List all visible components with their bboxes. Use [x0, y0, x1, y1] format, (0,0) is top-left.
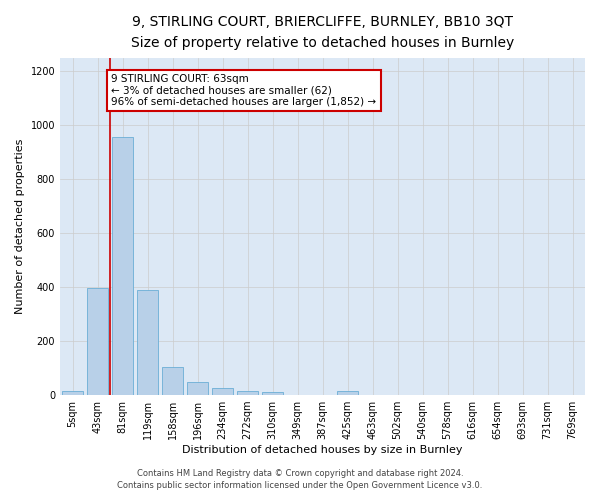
- Text: Contains HM Land Registry data © Crown copyright and database right 2024.
Contai: Contains HM Land Registry data © Crown c…: [118, 468, 482, 490]
- Bar: [187, 382, 208, 395]
- Title: 9, STIRLING COURT, BRIERCLIFFE, BURNLEY, BB10 3QT
Size of property relative to d: 9, STIRLING COURT, BRIERCLIFFE, BURNLEY,…: [131, 15, 514, 50]
- Bar: [162, 366, 183, 395]
- Bar: [237, 391, 258, 395]
- Bar: [337, 391, 358, 395]
- Bar: [62, 391, 83, 395]
- Bar: [87, 288, 108, 395]
- Bar: [112, 138, 133, 395]
- Y-axis label: Number of detached properties: Number of detached properties: [15, 138, 25, 314]
- X-axis label: Distribution of detached houses by size in Burnley: Distribution of detached houses by size …: [182, 445, 463, 455]
- Bar: [262, 392, 283, 395]
- Bar: [212, 388, 233, 395]
- Text: 9 STIRLING COURT: 63sqm
← 3% of detached houses are smaller (62)
96% of semi-det: 9 STIRLING COURT: 63sqm ← 3% of detached…: [111, 74, 376, 107]
- Bar: [137, 290, 158, 395]
